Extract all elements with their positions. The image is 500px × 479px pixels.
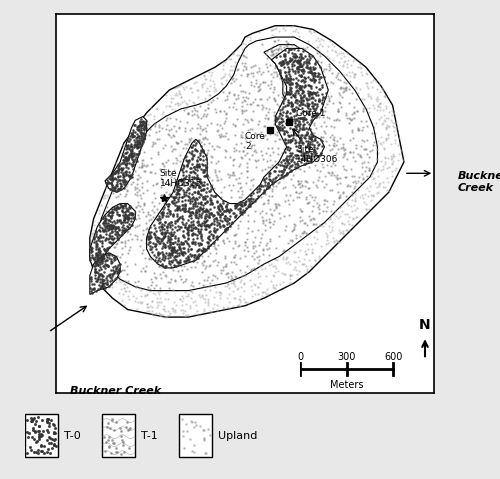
Text: T-0: T-0 — [64, 431, 80, 441]
Text: N: N — [419, 319, 431, 332]
Polygon shape — [146, 48, 328, 268]
Bar — [102, 414, 135, 457]
Text: 300: 300 — [338, 352, 356, 362]
Text: Core
2: Core 2 — [245, 132, 266, 151]
Bar — [179, 414, 212, 457]
Text: 0: 0 — [297, 352, 303, 362]
Text: Site
14HO306: Site 14HO306 — [296, 145, 339, 164]
Text: Buckner Creek: Buckner Creek — [70, 386, 161, 396]
Bar — [25, 414, 58, 457]
Polygon shape — [98, 37, 378, 291]
Polygon shape — [105, 116, 146, 192]
Text: Meters: Meters — [330, 380, 364, 390]
Text: 600: 600 — [384, 352, 402, 362]
Text: Core 1: Core 1 — [296, 109, 326, 118]
Polygon shape — [90, 253, 120, 295]
Text: Site
14HO315: Site 14HO315 — [160, 169, 202, 188]
Polygon shape — [264, 45, 317, 105]
Text: Buckner
Creek: Buckner Creek — [458, 171, 500, 193]
Text: Upland: Upland — [218, 431, 257, 441]
Text: T-1: T-1 — [140, 431, 158, 441]
Polygon shape — [90, 204, 136, 268]
Polygon shape — [90, 26, 404, 317]
